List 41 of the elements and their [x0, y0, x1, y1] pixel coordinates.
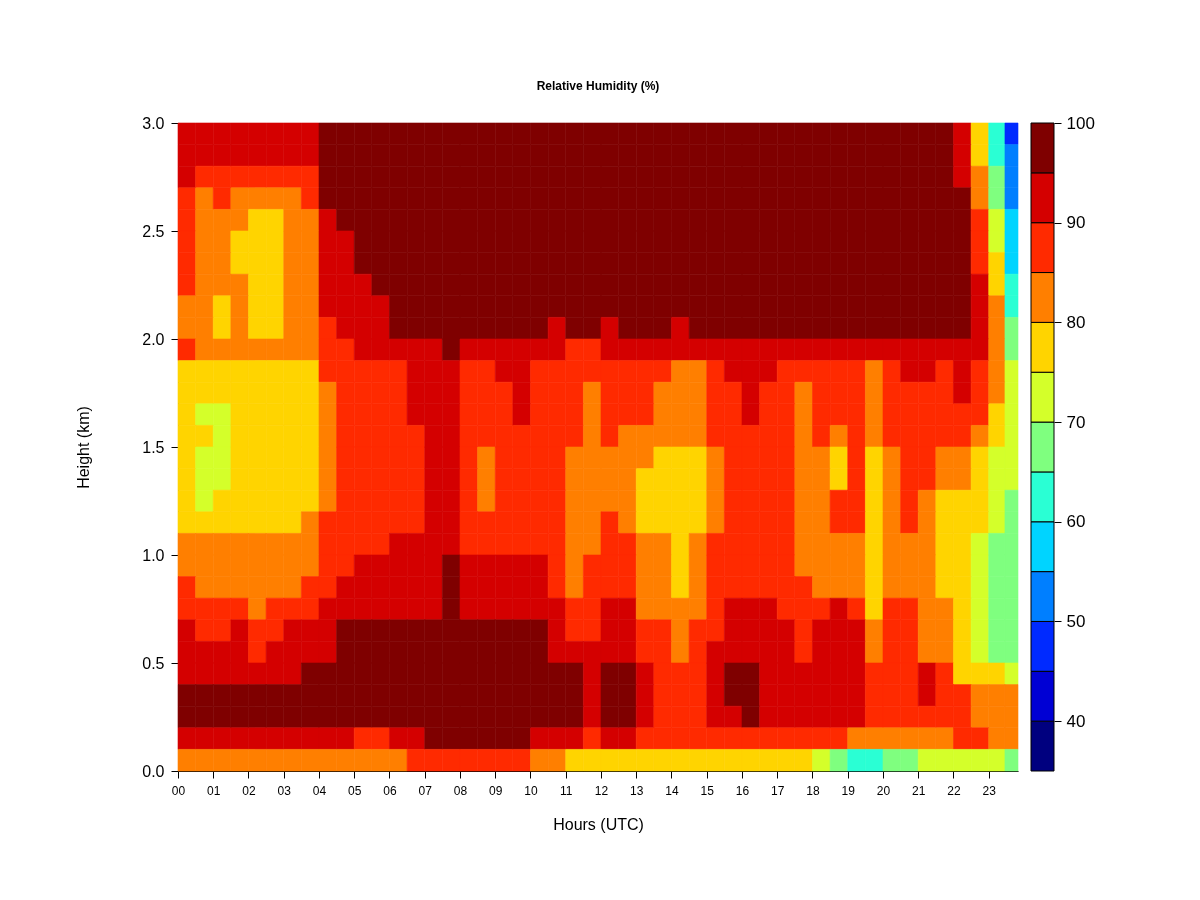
x-tick-label: 18 — [806, 783, 820, 798]
x-tick-label: 09 — [489, 783, 503, 798]
x-tick-label: 16 — [735, 783, 750, 798]
color-bar-label: 40 — [1066, 711, 1086, 731]
y-axis-title: Height (km) — [75, 406, 93, 489]
x-tick-label: 10 — [524, 783, 538, 798]
x-tick-label: 08 — [453, 783, 468, 798]
color-bar-label: 80 — [1066, 312, 1086, 332]
x-tick-label: 12 — [594, 783, 609, 798]
x-tick-label: 13 — [630, 783, 644, 798]
x-tick-label: 06 — [383, 783, 397, 798]
x-tick-label: 07 — [418, 783, 433, 798]
color-bar-label: 60 — [1066, 512, 1086, 532]
x-tick-label: 22 — [947, 783, 961, 798]
y-tick-label: 3.0 — [142, 114, 165, 132]
chart-title: Relative Humidity (%) — [536, 79, 660, 93]
y-tick-label: 0.5 — [142, 654, 165, 672]
color-bar-label: 70 — [1066, 412, 1086, 432]
x-tick-label: 11 — [560, 783, 573, 798]
x-tick-label: 03 — [277, 783, 292, 798]
x-tick-label: 15 — [700, 783, 715, 798]
x-tick-label: 19 — [841, 783, 856, 798]
x-tick-label: 21 — [912, 783, 926, 798]
color-bar-label: 90 — [1066, 213, 1086, 233]
x-tick-label: 23 — [982, 783, 997, 798]
x-tick-label: 00 — [171, 783, 186, 798]
x-axis-title: Hours (UTC) — [553, 815, 644, 833]
x-tick-label: 17 — [771, 783, 785, 798]
x-tick-label: 20 — [876, 783, 891, 798]
y-tick-label: 0.0 — [142, 762, 165, 780]
y-tick-label: 2.0 — [142, 330, 165, 348]
color-bar-label: 50 — [1066, 611, 1086, 631]
x-tick-label: 02 — [242, 783, 256, 798]
x-tick-label: 05 — [348, 783, 362, 798]
y-tick-label: 1.0 — [142, 546, 165, 564]
color-bar-label: 100 — [1066, 113, 1095, 133]
x-tick-label: 14 — [665, 783, 679, 798]
y-tick-label: 1.5 — [142, 438, 165, 456]
y-tick-label: 2.5 — [142, 222, 165, 240]
x-tick-label: 04 — [312, 783, 327, 798]
x-tick-label: 01 — [207, 783, 221, 798]
